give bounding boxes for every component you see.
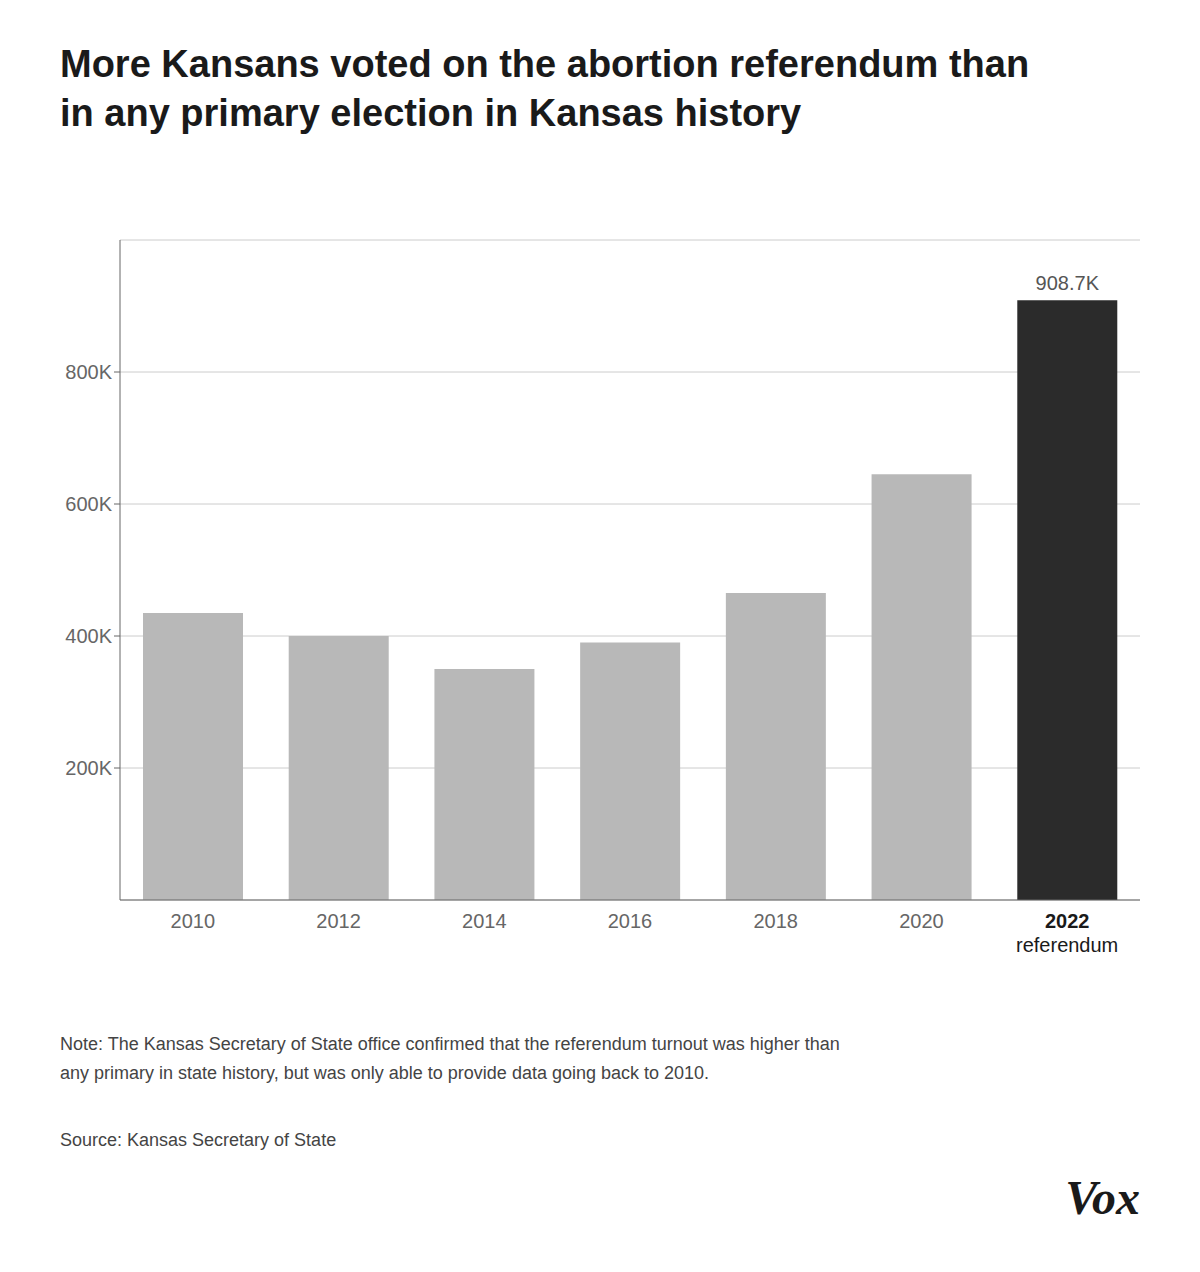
svg-text:2022: 2022 (1045, 910, 1090, 932)
html-text:Vox: Vox (1065, 1171, 1140, 1224)
html-text:More Kansans voted on the abor: More Kansans voted on the abortion refer… (60, 43, 1030, 135)
svg-text:2014: 2014 (462, 910, 507, 932)
svg-text:2010: 2010 (171, 910, 216, 932)
svg-text:2016: 2016 (608, 910, 653, 932)
html-text:Note: The Kansas Secretary of: Note: The Kansas Secretary of State offi… (60, 1034, 840, 1083)
svg-text:2012: 2012 (316, 910, 361, 932)
svg-text:2018: 2018 (753, 910, 798, 932)
svg-text:400K: 400K (65, 625, 112, 647)
svg-text:200K: 200K (65, 757, 112, 779)
svg-text:908.7K: 908.7K (1036, 272, 1100, 294)
html-text:Source: Kansas Secretary of St: Source: Kansas Secretary of State (60, 1130, 337, 1150)
svg-text:600K: 600K (65, 493, 112, 515)
svg-text:referendum: referendum (1016, 934, 1118, 956)
svg-text:800K: 800K (65, 361, 112, 383)
svg-text:2020: 2020 (899, 910, 944, 932)
